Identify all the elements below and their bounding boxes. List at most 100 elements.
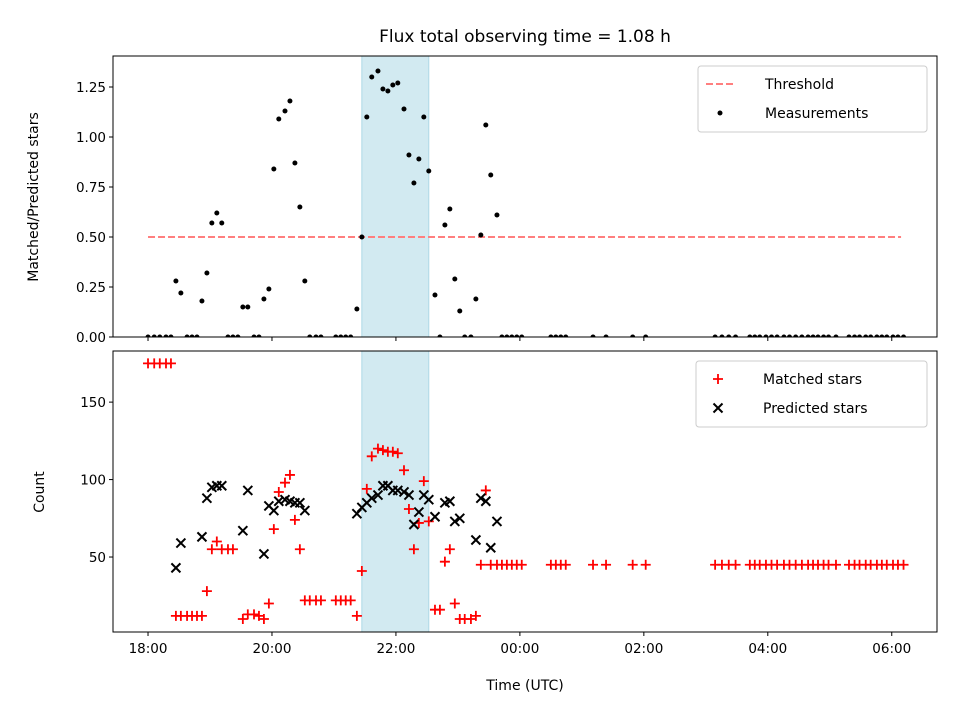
measurement-point	[359, 234, 365, 240]
measurement-point	[189, 334, 195, 337]
matched-stars-point	[206, 544, 217, 555]
measurement-point	[590, 334, 596, 337]
measurement-point	[219, 220, 225, 226]
measurement-point	[774, 334, 780, 337]
matched-stars-point	[423, 516, 434, 527]
predicted-stars-point	[299, 505, 311, 516]
matched-stars-point	[898, 559, 909, 570]
matched-stars-point	[165, 358, 176, 369]
predicted-stars-point	[273, 496, 284, 507]
measurement-point	[494, 212, 500, 218]
measurement-point	[245, 304, 251, 310]
measurement-point	[157, 334, 163, 337]
measurement-point	[401, 106, 407, 112]
y-tick-label: 0.00	[76, 330, 106, 346]
matched-stars-point	[263, 598, 274, 609]
measurement-point	[769, 334, 775, 337]
matched-stars-point	[418, 476, 429, 487]
measurement-point	[173, 278, 179, 284]
x-tick-label: 04:00	[748, 641, 787, 657]
measurement-point	[447, 206, 453, 212]
axes-frame	[112, 55, 938, 338]
matched-stars-point	[196, 610, 207, 621]
legend-label: Threshold	[764, 77, 834, 93]
y-tick-label: 0.75	[76, 180, 106, 196]
matched-stars-point	[434, 604, 445, 615]
legend-label: Predicted stars	[763, 401, 868, 417]
predicted-stars-point	[196, 531, 208, 543]
measurement-point	[333, 334, 339, 337]
predicted-stars-point	[413, 506, 425, 518]
measurement-point	[852, 334, 858, 337]
measurement-point	[416, 156, 422, 162]
measurement-point	[478, 232, 484, 238]
measurement-point	[442, 222, 448, 228]
predicted-stars-point	[470, 534, 482, 546]
x-tick-label: 22:00	[376, 641, 415, 657]
matched-stars-point	[289, 514, 300, 525]
measurement-point	[558, 334, 564, 337]
matched-stars-point	[387, 446, 398, 457]
measurement-point	[504, 334, 510, 337]
predicted-stars-point	[201, 492, 213, 504]
measurement-point	[194, 334, 200, 337]
measurement-point	[178, 290, 184, 296]
measurement-point	[287, 98, 293, 104]
y-tick-label: 1.00	[76, 130, 106, 146]
matched-stars-point	[475, 559, 486, 570]
plot-area	[145, 56, 907, 337]
measurement-point	[151, 334, 157, 337]
measurement-point	[630, 334, 636, 337]
bottom-axes: 50 100 150 18:00 20:00 22:00 00:00 02:00 04:00 06…	[80, 350, 938, 657]
predicted-stars-point	[175, 537, 187, 549]
legend-label: Matched stars	[763, 372, 862, 388]
matched-stars-point	[408, 544, 419, 555]
measurement-point	[307, 334, 313, 337]
y-tick-label: 100	[80, 473, 106, 489]
matched-stars-point	[249, 609, 259, 620]
measurement-point	[318, 334, 324, 337]
measurement-point	[757, 334, 763, 337]
matched-stars-point	[268, 524, 279, 535]
plot-area	[143, 351, 909, 632]
measurement-point	[884, 334, 890, 337]
measurement-point	[752, 334, 758, 337]
measurement-point	[603, 334, 609, 337]
predicted-stars-point	[398, 486, 410, 498]
predicted-stars-point	[449, 516, 461, 527]
predicted-stars-point	[216, 480, 227, 491]
measurement-point	[514, 334, 520, 337]
matched-stars-point	[366, 451, 377, 462]
chart-title: Flux total observing time = 1.08 h	[379, 27, 671, 47]
measurement-point	[643, 334, 649, 337]
measurement-point	[364, 114, 370, 120]
measurement-point	[297, 204, 303, 210]
measurement-point	[499, 334, 505, 337]
measurement-point	[145, 334, 151, 337]
legend-box	[695, 360, 928, 428]
measurement-point	[719, 334, 725, 337]
measurement-point	[230, 334, 236, 337]
measurement-point	[302, 278, 308, 284]
measurement-point	[815, 334, 821, 337]
matched-stars-point	[201, 586, 212, 597]
measurement-point	[462, 334, 468, 337]
x-tick-label: 06:00	[872, 641, 911, 657]
predicted-stars-point	[408, 519, 420, 530]
x-tick-label: 02:00	[624, 641, 663, 657]
measurement-point	[712, 334, 718, 337]
measurement-point	[235, 334, 241, 337]
measurement-point	[292, 160, 298, 166]
measurement-point	[781, 334, 787, 337]
measurement-point	[726, 334, 732, 337]
measurement-point	[747, 334, 753, 337]
measurement-point	[890, 334, 896, 337]
top-y-axis-label: Matched/Predicted stars	[26, 112, 42, 282]
measurement-point	[519, 334, 525, 337]
measurement-point	[553, 334, 559, 337]
measurement-point	[266, 286, 272, 292]
matched-stars-point	[449, 598, 460, 609]
matched-stars-point	[439, 556, 450, 567]
matched-stars-point	[588, 559, 599, 570]
